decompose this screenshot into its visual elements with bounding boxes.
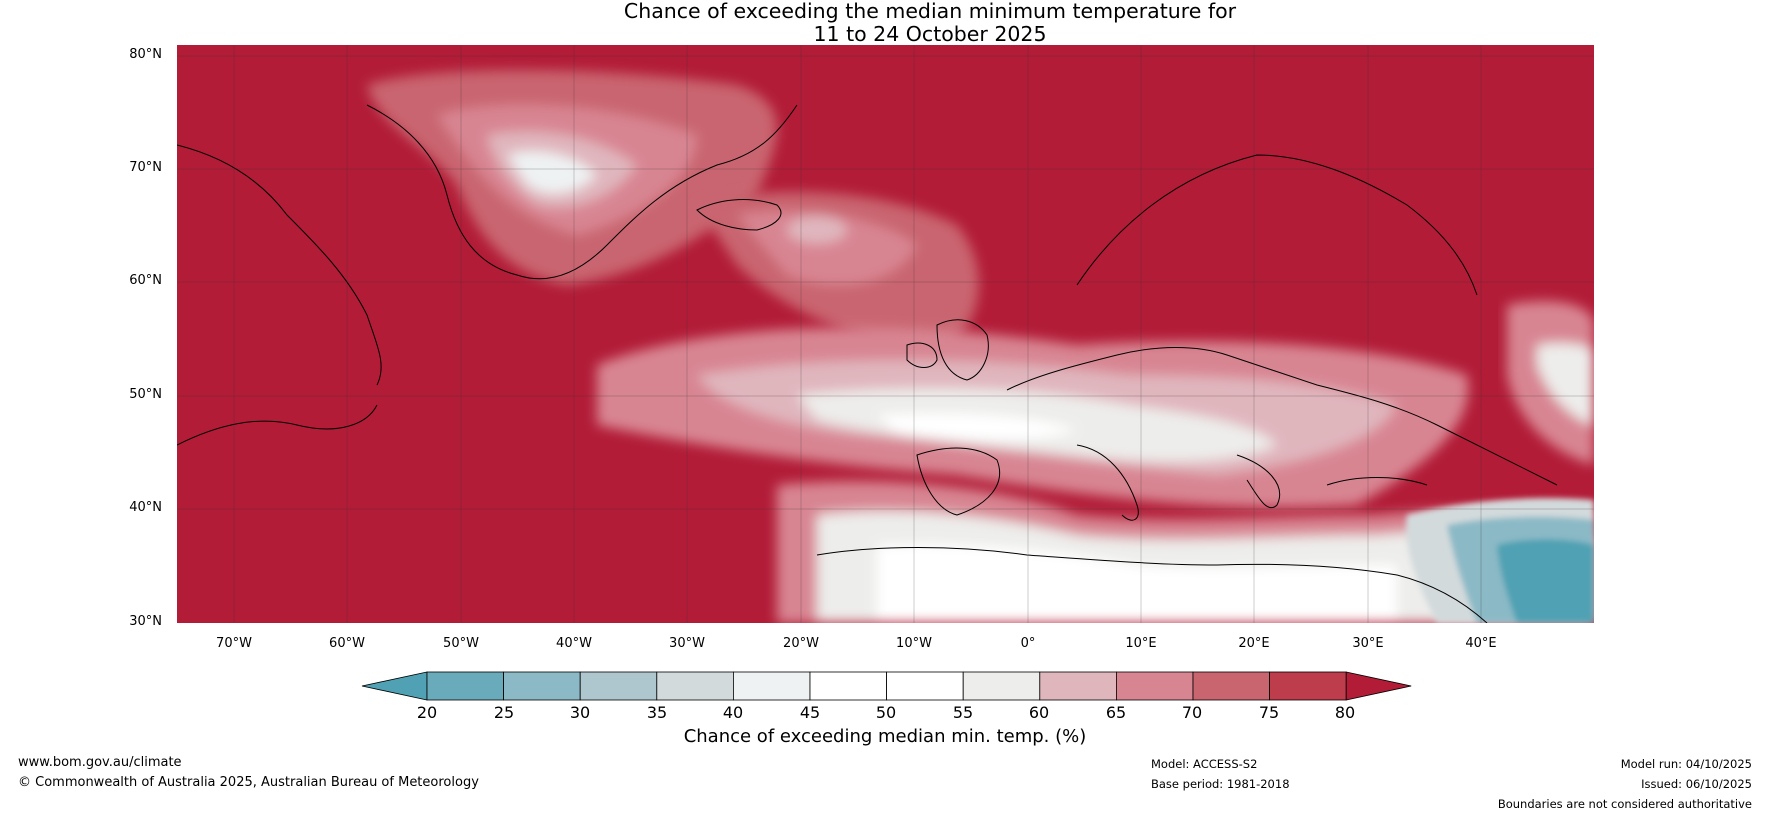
colorbar-segment	[809, 671, 887, 701]
probability-map	[177, 45, 1594, 623]
lon-label-40w: 40°W	[556, 636, 592, 651]
lon-label-40e: 40°E	[1465, 636, 1497, 651]
lat-label-30n: 30°N	[129, 614, 162, 629]
colorbar-tick-35: 35	[646, 703, 668, 722]
europe-field	[597, 327, 1469, 508]
footer-disclaimer: Boundaries are not considered authoritat…	[1497, 797, 1752, 811]
lon-label-20w: 20°W	[783, 636, 819, 651]
colorbar-segment	[1269, 671, 1347, 701]
colorbar	[350, 670, 1420, 760]
colorbar-segment	[656, 671, 734, 701]
colorbar-tick-30: 30	[569, 703, 591, 722]
east-field	[1507, 301, 1594, 465]
colorbar-tick-65: 65	[1105, 703, 1127, 722]
colorbar-tick-60: 60	[1028, 703, 1050, 722]
lon-label-0: 0°	[1020, 636, 1036, 651]
lat-label-60n: 60°N	[129, 273, 162, 288]
colorbar-tick-80: 80	[1334, 703, 1356, 722]
colorbar-segment	[732, 671, 811, 701]
colorbar-tick-50: 50	[875, 703, 897, 722]
footer-model-run: Model run: 04/10/2025	[1620, 757, 1752, 771]
title-line-2: 11 to 24 October 2025	[813, 22, 1047, 46]
colorbar-title: Chance of exceeding median min. temp. (%…	[683, 726, 1087, 747]
colorbar-svg	[361, 671, 1412, 701]
colorbar-tick-20: 20	[416, 703, 438, 722]
lon-label-50w: 50°W	[443, 636, 479, 651]
colorbar-extend-low	[361, 671, 428, 701]
footer-base-period: Base period: 1981-2018	[1151, 777, 1290, 791]
colorbar-tick-25: 25	[493, 703, 515, 722]
colorbar-tick-75: 75	[1258, 703, 1280, 722]
footer-issued: Issued: 06/10/2025	[1641, 777, 1752, 791]
greenland-field	[367, 70, 777, 285]
colorbar-segment	[886, 671, 964, 701]
colorbar-tick-55: 55	[952, 703, 974, 722]
colorbar-extend-high	[1345, 671, 1412, 701]
lat-label-40n: 40°N	[129, 500, 162, 515]
lon-label-70w: 70°W	[216, 636, 252, 651]
middle-east-field	[1406, 498, 1594, 623]
colorbar-segment	[426, 671, 504, 701]
colorbar-segment	[579, 671, 658, 701]
iceland-field	[697, 191, 979, 355]
colorbar-tick-40: 40	[722, 703, 744, 722]
colorbar-tick-70: 70	[1181, 703, 1203, 722]
lon-label-10w: 10°W	[896, 636, 932, 651]
colorbar-segment	[1192, 671, 1270, 701]
colorbar-segment	[1039, 671, 1117, 701]
lat-label-50n: 50°N	[129, 387, 162, 402]
colorbar-segment	[962, 671, 1041, 701]
graticule	[177, 45, 1594, 623]
map-title: Chance of exceeding the median minimum t…	[230, 0, 1630, 46]
footer-copyright: © Commonwealth of Australia 2025, Austra…	[18, 775, 479, 790]
footer-website: www.bom.gov.au/climate	[18, 755, 182, 770]
lon-label-30w: 30°W	[669, 636, 705, 651]
lon-label-60w: 60°W	[329, 636, 365, 651]
lat-label-80n: 80°N	[129, 47, 162, 62]
colorbar-segment	[1116, 671, 1194, 701]
title-line-1: Chance of exceeding the median minimum t…	[623, 0, 1237, 23]
lon-label-30e: 30°E	[1352, 636, 1384, 651]
coastlines	[177, 104, 1558, 623]
lon-label-20e: 20°E	[1238, 636, 1270, 651]
lon-label-10e: 10°E	[1125, 636, 1157, 651]
lat-label-70n: 70°N	[129, 160, 162, 175]
footer-model: Model: ACCESS-S2	[1151, 757, 1258, 771]
colorbar-segment	[503, 671, 581, 701]
map-panel	[177, 45, 1594, 623]
colorbar-tick-45: 45	[799, 703, 821, 722]
north-africa-field	[777, 481, 1594, 623]
